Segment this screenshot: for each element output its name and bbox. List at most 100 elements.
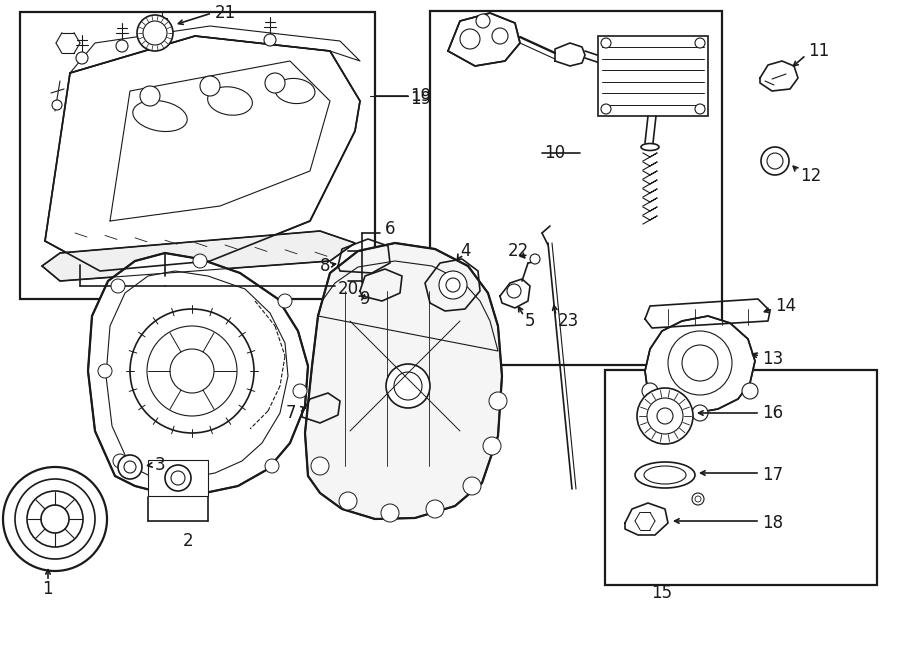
Bar bbox=[148, 460, 208, 496]
Circle shape bbox=[147, 326, 237, 416]
Circle shape bbox=[98, 364, 112, 378]
Circle shape bbox=[637, 388, 693, 444]
Circle shape bbox=[507, 284, 521, 298]
Circle shape bbox=[52, 100, 62, 110]
Text: 21: 21 bbox=[215, 4, 236, 22]
Circle shape bbox=[460, 29, 480, 49]
Circle shape bbox=[695, 496, 701, 502]
Circle shape bbox=[124, 461, 136, 473]
Text: 8: 8 bbox=[320, 257, 330, 275]
Circle shape bbox=[682, 345, 718, 381]
Circle shape bbox=[426, 500, 444, 518]
Circle shape bbox=[692, 493, 704, 505]
Circle shape bbox=[492, 28, 508, 44]
Circle shape bbox=[339, 492, 357, 510]
Circle shape bbox=[439, 271, 467, 299]
Ellipse shape bbox=[208, 87, 252, 115]
Circle shape bbox=[601, 38, 611, 48]
Circle shape bbox=[657, 408, 673, 424]
Circle shape bbox=[264, 34, 276, 46]
Text: 13: 13 bbox=[762, 350, 783, 368]
Circle shape bbox=[3, 467, 107, 571]
Text: 5: 5 bbox=[525, 312, 535, 330]
Circle shape bbox=[116, 40, 128, 52]
Circle shape bbox=[530, 254, 540, 264]
Circle shape bbox=[394, 372, 422, 400]
Circle shape bbox=[193, 254, 207, 268]
Polygon shape bbox=[88, 253, 308, 494]
Text: 15: 15 bbox=[652, 584, 672, 602]
Text: 19: 19 bbox=[410, 87, 431, 105]
Text: 10: 10 bbox=[544, 144, 565, 162]
Circle shape bbox=[692, 405, 708, 421]
Circle shape bbox=[27, 491, 83, 547]
Text: 20: 20 bbox=[338, 280, 359, 298]
Text: 2: 2 bbox=[183, 532, 194, 550]
Circle shape bbox=[695, 104, 705, 114]
Polygon shape bbox=[305, 243, 502, 519]
Circle shape bbox=[463, 477, 481, 495]
Circle shape bbox=[668, 331, 732, 395]
Circle shape bbox=[476, 14, 490, 28]
Circle shape bbox=[761, 147, 789, 175]
Ellipse shape bbox=[641, 143, 659, 151]
Text: 22: 22 bbox=[508, 242, 529, 260]
Circle shape bbox=[111, 279, 125, 293]
Circle shape bbox=[695, 38, 705, 48]
Circle shape bbox=[483, 437, 501, 455]
Circle shape bbox=[767, 153, 783, 169]
Circle shape bbox=[265, 73, 285, 93]
Circle shape bbox=[170, 349, 214, 393]
Text: 9: 9 bbox=[360, 290, 371, 308]
Text: 12: 12 bbox=[800, 167, 821, 185]
Text: 1: 1 bbox=[42, 580, 52, 598]
Circle shape bbox=[642, 383, 658, 399]
Text: 17: 17 bbox=[762, 466, 783, 484]
Text: 7: 7 bbox=[286, 404, 296, 422]
Polygon shape bbox=[45, 36, 360, 271]
Circle shape bbox=[742, 383, 758, 399]
Text: 19: 19 bbox=[410, 90, 431, 108]
Circle shape bbox=[156, 30, 168, 42]
Circle shape bbox=[489, 392, 507, 410]
Circle shape bbox=[311, 457, 329, 475]
Text: 4: 4 bbox=[460, 242, 471, 260]
Circle shape bbox=[130, 309, 254, 433]
Text: 14: 14 bbox=[775, 297, 796, 315]
Polygon shape bbox=[645, 316, 755, 413]
Circle shape bbox=[293, 384, 307, 398]
Bar bbox=[20, 12, 375, 299]
Circle shape bbox=[446, 278, 460, 292]
Text: 11: 11 bbox=[808, 42, 829, 60]
Circle shape bbox=[41, 505, 69, 533]
Circle shape bbox=[188, 482, 202, 496]
Circle shape bbox=[601, 104, 611, 114]
Ellipse shape bbox=[644, 466, 686, 484]
Circle shape bbox=[200, 76, 220, 96]
Circle shape bbox=[171, 471, 185, 485]
Polygon shape bbox=[42, 231, 355, 281]
Text: 16: 16 bbox=[762, 404, 783, 422]
Circle shape bbox=[137, 15, 173, 51]
Circle shape bbox=[381, 504, 399, 522]
Bar bbox=[605, 370, 877, 585]
Ellipse shape bbox=[635, 462, 695, 488]
Ellipse shape bbox=[133, 100, 187, 132]
Circle shape bbox=[118, 455, 142, 479]
Text: 18: 18 bbox=[762, 514, 783, 532]
Bar bbox=[430, 11, 722, 365]
Circle shape bbox=[143, 21, 167, 45]
Circle shape bbox=[386, 364, 430, 408]
Circle shape bbox=[265, 459, 279, 473]
Text: 6: 6 bbox=[385, 220, 395, 238]
Circle shape bbox=[76, 52, 88, 64]
Circle shape bbox=[647, 398, 683, 434]
Text: 23: 23 bbox=[558, 312, 580, 330]
Polygon shape bbox=[448, 13, 520, 66]
Text: 3: 3 bbox=[155, 456, 166, 474]
Ellipse shape bbox=[275, 79, 315, 104]
Circle shape bbox=[140, 86, 160, 106]
Circle shape bbox=[278, 294, 292, 308]
Bar bbox=[598, 36, 708, 116]
Circle shape bbox=[15, 479, 95, 559]
